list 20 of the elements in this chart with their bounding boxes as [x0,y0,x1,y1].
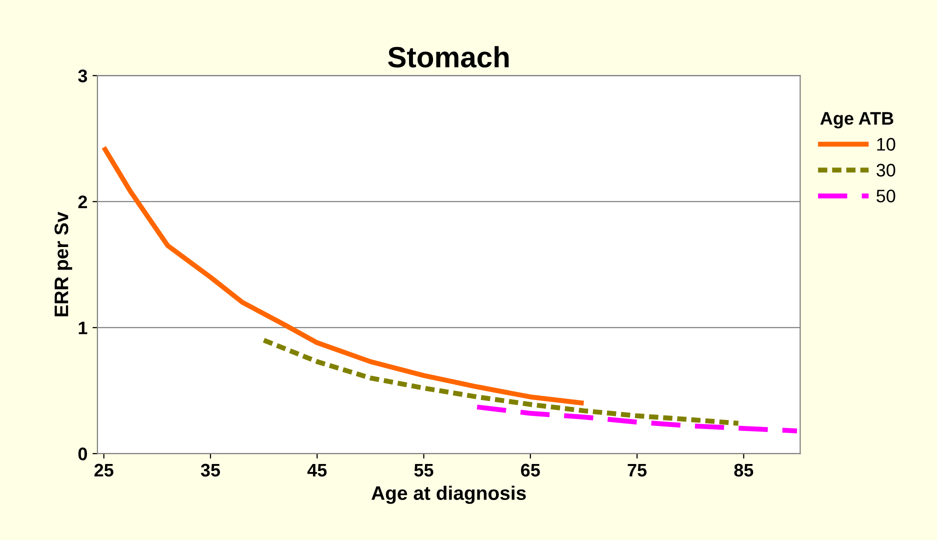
legend-label: 10 [877,138,896,151]
x-tick-label: 35 [200,464,220,477]
x-tick-label: 55 [414,464,434,477]
line-series [261,338,741,426]
y-axis-title: ERR per Sv [54,212,72,316]
x-tick-label: 75 [628,464,647,477]
y-tick-label: 3 [78,70,88,82]
x-tick-label: 85 [734,464,754,477]
x-axis-title: Age at diagnosis [372,486,526,504]
legend-title: Age ATB [820,112,894,128]
y-tick-label: 1 [78,322,88,334]
legend-label: 50 [876,190,896,202]
y-tick-label: 0 [78,448,87,460]
x-tick-label: 65 [521,464,540,477]
x-tick-label: 45 [307,464,327,477]
chart-title: Stomach [388,46,509,68]
y-tick-label: 2 [78,196,88,208]
legend-label: 30 [876,164,896,177]
line-series [474,404,800,434]
x-tick-label: 25 [94,464,114,477]
